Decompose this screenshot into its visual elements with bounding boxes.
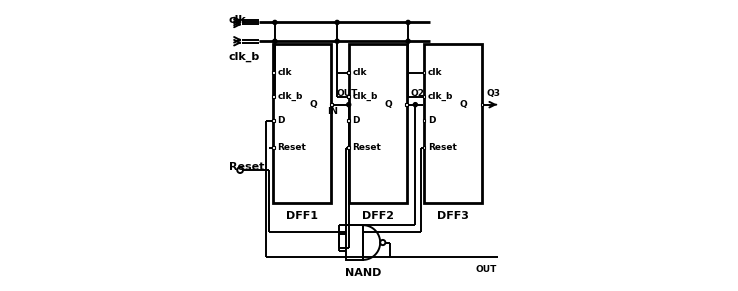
Bar [405, 103, 408, 106]
Text: clk_b: clk_b [229, 52, 260, 62]
Text: Q: Q [309, 100, 317, 109]
Circle shape [335, 39, 339, 43]
Bar [423, 146, 426, 149]
Bar [480, 103, 483, 106]
Bar [424, 44, 482, 203]
Text: Reset: Reset [229, 162, 264, 172]
Circle shape [406, 20, 410, 24]
Text: Q: Q [460, 100, 468, 109]
Text: D: D [428, 116, 435, 125]
Text: Reset: Reset [428, 143, 457, 152]
Text: OUT: OUT [475, 265, 497, 274]
Bar [349, 44, 407, 203]
Circle shape [273, 39, 277, 43]
Text: clk: clk [229, 15, 246, 24]
Bar [272, 146, 275, 149]
Polygon shape [363, 225, 380, 260]
Text: DFF1: DFF1 [286, 212, 318, 221]
Text: Reset: Reset [277, 143, 306, 152]
Text: clk_b: clk_b [428, 92, 453, 101]
Bar [348, 146, 350, 149]
Circle shape [237, 167, 243, 173]
Text: Q: Q [384, 100, 393, 109]
Circle shape [380, 240, 385, 245]
Text: IN: IN [327, 107, 338, 116]
Circle shape [413, 103, 418, 107]
Circle shape [347, 103, 351, 107]
Text: clk_b: clk_b [353, 92, 378, 101]
Text: D: D [277, 116, 285, 125]
Text: clk_b: clk_b [277, 92, 303, 101]
Bar [423, 119, 426, 122]
Text: OUT: OUT [337, 89, 358, 98]
Bar [272, 71, 275, 74]
Bar [330, 103, 333, 106]
Text: NAND: NAND [345, 268, 382, 278]
Text: clk: clk [277, 68, 292, 77]
Bar [423, 71, 426, 74]
Bar [423, 95, 426, 98]
Text: DFF3: DFF3 [437, 212, 469, 221]
Text: Q2: Q2 [410, 89, 424, 98]
Bar [272, 119, 275, 122]
Bar [348, 95, 350, 98]
Text: Q3: Q3 [486, 89, 500, 98]
Text: Reset: Reset [353, 143, 382, 152]
Bar [346, 225, 363, 260]
Bar [272, 95, 275, 98]
Text: clk: clk [428, 68, 442, 77]
Circle shape [406, 39, 410, 43]
Circle shape [335, 20, 339, 24]
Text: DFF2: DFF2 [362, 212, 393, 221]
Text: clk: clk [353, 68, 367, 77]
Bar [348, 119, 350, 122]
Bar [273, 44, 331, 203]
Circle shape [273, 20, 277, 24]
Bar [348, 71, 350, 74]
Text: D: D [353, 116, 360, 125]
